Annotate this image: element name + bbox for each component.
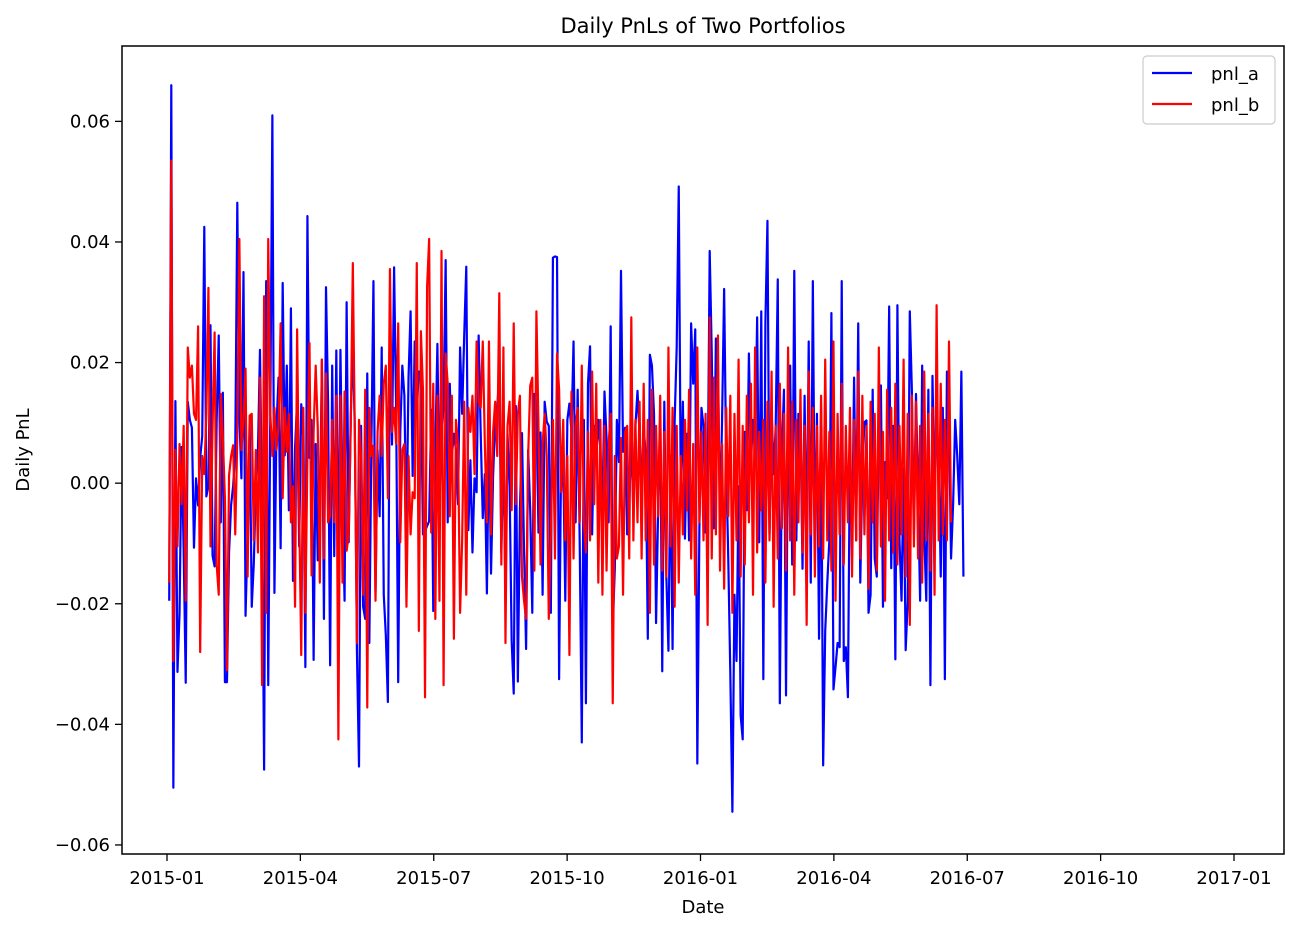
legend-label-pnl-a: pnl_a [1211, 64, 1259, 85]
y-tick-label: 0.02 [70, 353, 110, 374]
y-tick-label: −0.04 [55, 714, 110, 735]
series-line-pnl-b [168, 159, 953, 741]
y-tick-label: 0.04 [70, 232, 110, 253]
legend: pnl_a pnl_b [1142, 55, 1276, 125]
legend-label-pnl-b: pnl_b [1211, 95, 1259, 116]
x-tick-label: 2016-07 [930, 868, 1005, 889]
x-tick-label: 2016-10 [1063, 868, 1138, 889]
x-tick-label: 2015-04 [263, 868, 338, 889]
x-tick-label: 2016-04 [796, 868, 871, 889]
x-tick-label: 2015-07 [396, 868, 471, 889]
x-axis: 2015-01 2015-04 2015-07 2015-10 2016-01 2016-… [129, 854, 1272, 889]
y-tick-label: −0.02 [55, 594, 110, 615]
x-tick-label: 2015-01 [129, 868, 204, 889]
y-tick-label: 0.06 [70, 111, 110, 132]
x-axis-label: Date [681, 897, 724, 918]
chart-title: Daily PnLs of Two Portfolios [560, 14, 845, 38]
y-axis-label: Daily PnL [13, 408, 34, 491]
x-tick-label: 2017-01 [1196, 868, 1271, 889]
y-axis: 0.06 0.04 0.02 0.00 −0.02 −0.04 −0.06 [55, 111, 122, 856]
x-tick-label: 2015-10 [530, 868, 605, 889]
series-layer [168, 84, 965, 813]
y-tick-label: 0.00 [70, 473, 110, 494]
x-tick-label: 2016-01 [663, 868, 738, 889]
y-tick-label: −0.06 [55, 835, 110, 856]
